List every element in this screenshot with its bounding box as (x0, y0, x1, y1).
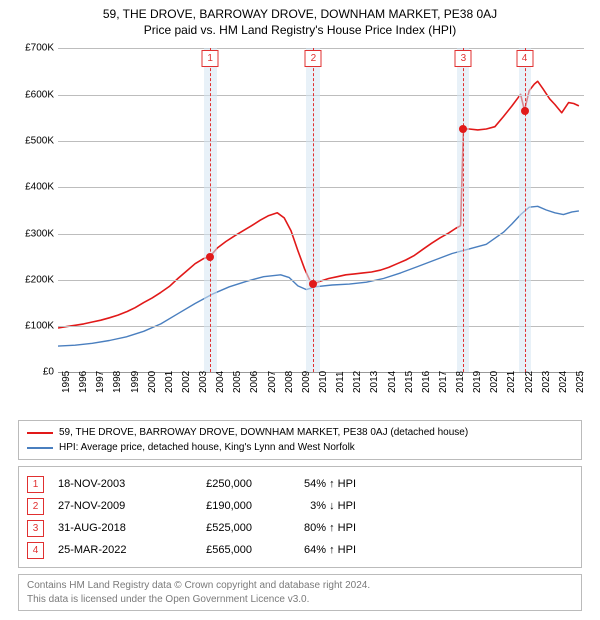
x-tick-label: 2001 (164, 371, 175, 393)
event-date: 18-NOV-2003 (58, 478, 158, 490)
x-tick-label: 2005 (232, 371, 243, 393)
gridline (58, 187, 584, 188)
event-price: £190,000 (172, 500, 252, 512)
event-date: 31-AUG-2018 (58, 522, 158, 534)
y-tick-label: £700K (12, 43, 54, 54)
x-tick-label: 1998 (112, 371, 123, 393)
attribution-line1: Contains HM Land Registry data © Crown c… (27, 579, 573, 593)
y-tick-label: £100K (12, 321, 54, 332)
x-tick-label: 2000 (147, 371, 158, 393)
y-tick-label: £200K (12, 274, 54, 285)
x-tick-label: 2006 (249, 371, 260, 393)
event-pct: 3% ↓ HPI (266, 500, 356, 512)
x-tick-label: 2019 (472, 371, 483, 393)
x-tick-label: 2024 (558, 371, 569, 393)
event-row: 3 31-AUG-2018 £525,000 80% ↑ HPI (27, 517, 573, 539)
chart-container: 59, THE DROVE, BARROWAY DROVE, DOWNHAM M… (0, 0, 600, 620)
event-price: £565,000 (172, 544, 252, 556)
marker-line (525, 48, 526, 372)
x-tick-label: 2023 (541, 371, 552, 393)
event-row: 4 25-MAR-2022 £565,000 64% ↑ HPI (27, 539, 573, 561)
event-date: 27-NOV-2009 (58, 500, 158, 512)
x-tick-label: 2021 (506, 371, 517, 393)
attribution-line2: This data is licensed under the Open Gov… (27, 593, 573, 607)
x-tick-label: 2025 (575, 371, 586, 393)
marker-line (313, 48, 314, 372)
event-number: 1 (27, 476, 44, 493)
x-tick-label: 2004 (215, 371, 226, 393)
event-row: 2 27-NOV-2009 £190,000 3% ↓ HPI (27, 495, 573, 517)
event-date: 25-MAR-2022 (58, 544, 158, 556)
x-tick-label: 1996 (78, 371, 89, 393)
gridline (58, 141, 584, 142)
x-tick-label: 2014 (387, 371, 398, 393)
x-tick-label: 2012 (352, 371, 363, 393)
price-point (309, 280, 317, 288)
gridline (58, 326, 584, 327)
x-tick-label: 2003 (198, 371, 209, 393)
chart: £0 £100K £200K £300K £400K £500K £600K £700K 199… (12, 42, 588, 412)
x-tick-label: 2007 (267, 371, 278, 393)
marker-number: 1 (202, 50, 219, 67)
event-number: 2 (27, 498, 44, 515)
x-tick-label: 2017 (438, 371, 449, 393)
marker-line (463, 48, 464, 372)
y-tick-label: £400K (12, 182, 54, 193)
events-table: 1 18-NOV-2003 £250,000 54% ↑ HPI 2 27-NOV-200… (18, 466, 582, 568)
x-tick-label: 2011 (335, 372, 346, 394)
marker-line (210, 48, 211, 372)
x-tick-label: 2022 (524, 371, 535, 393)
line-layer (58, 48, 584, 372)
title-block: 59, THE DROVE, BARROWAY DROVE, DOWNHAM M… (12, 6, 588, 38)
x-tick-label: 1997 (95, 371, 106, 393)
gridline (58, 48, 584, 49)
title-subtitle: Price paid vs. HM Land Registry's House … (12, 22, 588, 38)
event-price: £525,000 (172, 522, 252, 534)
x-tick-label: 2015 (404, 371, 415, 393)
event-row: 1 18-NOV-2003 £250,000 54% ↑ HPI (27, 473, 573, 495)
legend: 59, THE DROVE, BARROWAY DROVE, DOWNHAM M… (18, 420, 582, 460)
marker-number: 4 (516, 50, 533, 67)
x-tick-label: 2002 (181, 371, 192, 393)
x-tick-label: 2010 (318, 371, 329, 393)
event-pct: 54% ↑ HPI (266, 478, 356, 490)
y-tick-label: £600K (12, 89, 54, 100)
plot-area: £0£100K£200K£300K£400K£500K£600K£700K199… (58, 48, 584, 372)
legend-swatch (27, 432, 53, 434)
title-address: 59, THE DROVE, BARROWAY DROVE, DOWNHAM M… (12, 6, 588, 22)
y-tick-label: £0 (12, 367, 54, 378)
legend-label: HPI: Average price, detached house, King… (59, 440, 355, 455)
price-point (521, 107, 529, 115)
x-tick-label: 2016 (421, 371, 432, 393)
marker-number: 3 (455, 50, 472, 67)
x-tick-label: 2013 (369, 371, 380, 393)
x-tick-label: 2018 (455, 371, 466, 393)
y-tick-label: £500K (12, 135, 54, 146)
event-pct: 80% ↑ HPI (266, 522, 356, 534)
event-pct: 64% ↑ HPI (266, 544, 356, 556)
x-tick-label: 1995 (61, 371, 72, 393)
gridline (58, 95, 584, 96)
x-tick-label: 2020 (489, 371, 500, 393)
x-tick-label: 1999 (130, 371, 141, 393)
event-number: 4 (27, 542, 44, 559)
attribution: Contains HM Land Registry data © Crown c… (18, 574, 582, 611)
legend-label: 59, THE DROVE, BARROWAY DROVE, DOWNHAM M… (59, 425, 468, 440)
x-tick-label: 2009 (301, 371, 312, 393)
event-price: £250,000 (172, 478, 252, 490)
price-point (206, 253, 214, 261)
gridline (58, 280, 584, 281)
x-tick-label: 2008 (284, 371, 295, 393)
legend-item: HPI: Average price, detached house, King… (27, 440, 573, 455)
price-point (459, 125, 467, 133)
gridline (58, 234, 584, 235)
legend-item: 59, THE DROVE, BARROWAY DROVE, DOWNHAM M… (27, 425, 573, 440)
marker-number: 2 (305, 50, 322, 67)
legend-swatch (27, 447, 53, 449)
y-tick-label: £300K (12, 228, 54, 239)
event-number: 3 (27, 520, 44, 537)
